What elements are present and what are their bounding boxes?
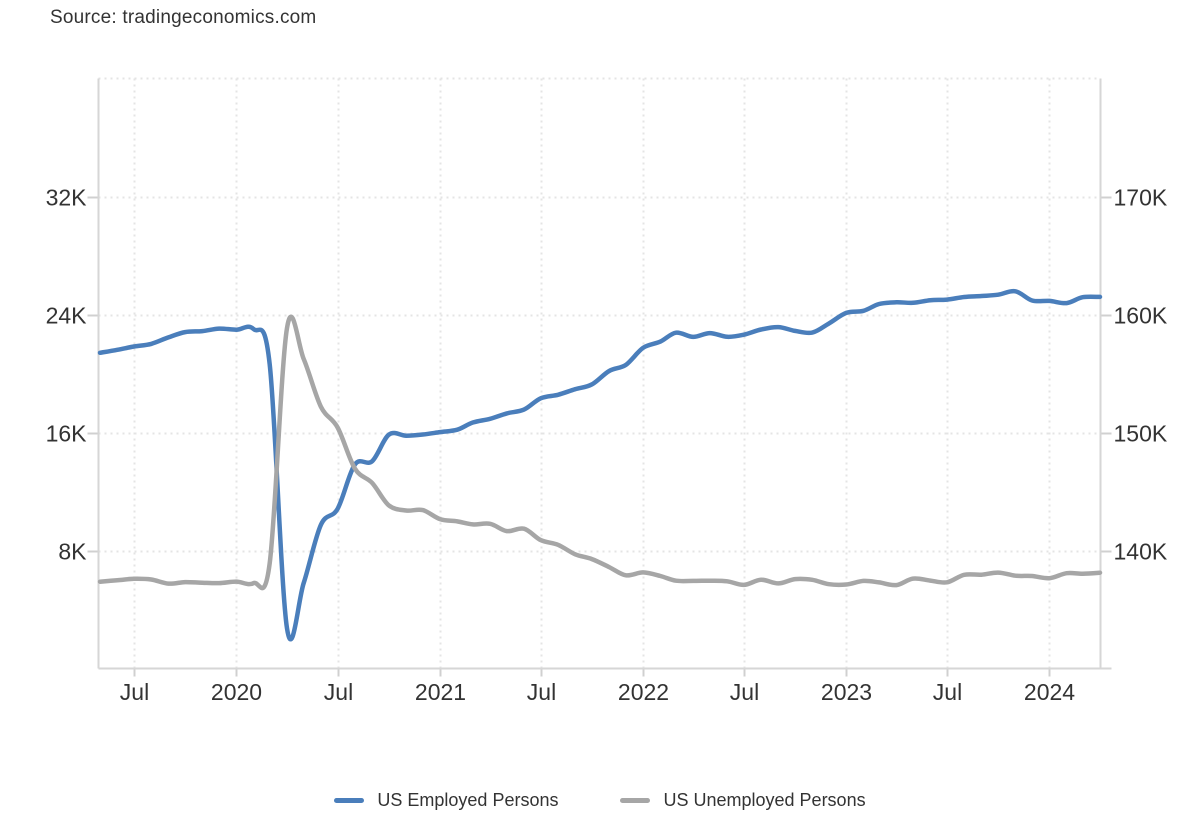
unemployed-series-swatch-icon (620, 798, 651, 803)
x-axis-label: Jul (730, 679, 759, 705)
right-axis-label: 160K (1114, 303, 1168, 329)
line-chart: Jul 2020 Jul 2021 Jul 2022 Jul 2023 Jul 2024 8K 140… (46, 77, 1168, 705)
x-axis-label: Jul (120, 679, 149, 705)
x-axis-label: 2021 (415, 679, 466, 705)
left-axis-label: 24K (46, 303, 88, 329)
right-axis-label: 140K (1114, 539, 1168, 565)
x-axis-label: 2020 (211, 679, 262, 705)
legend-label-unemployed: US Unemployed Persons (663, 790, 866, 810)
legend-item-employed[interactable]: US Employed Persons (334, 790, 558, 811)
x-axis-label: 2022 (618, 679, 669, 705)
left-axis-label: 32K (46, 185, 88, 211)
source-label: Source: tradingeconomics.com (50, 7, 317, 28)
legend-item-unemployed[interactable]: US Unemployed Persons (620, 790, 866, 811)
right-axis-label: 150K (1114, 421, 1168, 447)
x-axis-label: 2023 (821, 679, 872, 705)
right-axis-label: 170K (1114, 185, 1168, 211)
employed-series-swatch-icon (334, 798, 365, 803)
x-axis-label: 2024 (1024, 679, 1075, 705)
x-axis-label: Jul (933, 679, 962, 705)
x-axis-label: Jul (527, 679, 556, 705)
series-line-employed (97, 288, 1103, 642)
x-axis-label: Jul (324, 679, 353, 705)
left-axis-label: 16K (46, 421, 88, 447)
legend-label-employed: US Employed Persons (377, 790, 559, 810)
left-axis-label: 8K (58, 539, 87, 565)
series-line-unemployed (97, 314, 1103, 591)
legend: US Employed Persons US Unemployed Person… (0, 790, 1200, 811)
